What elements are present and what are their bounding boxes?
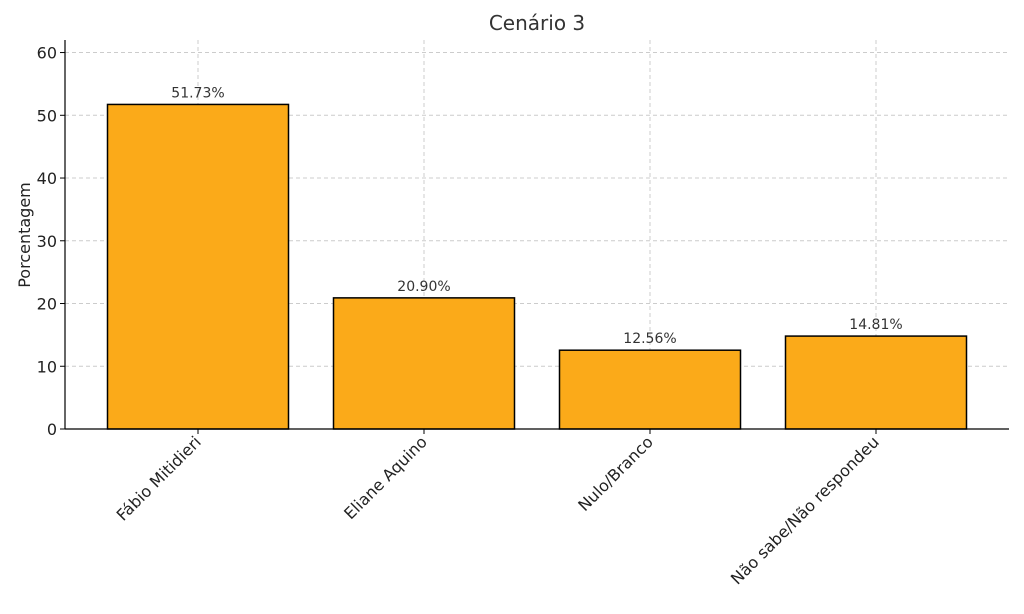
axes	[64, 40, 1009, 430]
bar-value-label: 20.90%	[397, 279, 450, 295]
y-ticks: 0 10 20 30 40 50 60	[37, 44, 65, 439]
bar	[332, 297, 516, 430]
y-tick-label: 60	[37, 44, 57, 63]
x-tick-label: Eliane Aquino	[340, 432, 431, 523]
x-tick-label: Não sabe/Não respondeu	[727, 432, 883, 588]
y-tick-label: 50	[37, 106, 57, 125]
bars	[106, 103, 968, 430]
y-tick-label: 20	[37, 295, 57, 314]
bar	[784, 335, 968, 430]
bar-value-label: 51.73%	[171, 85, 224, 101]
y-tick-label: 0	[47, 420, 57, 439]
y-tick-label: 10	[37, 357, 57, 376]
data-labels: 51.73% 20.90% 12.56% 14.81%	[171, 85, 902, 347]
x-tick-label: Nulo/Branco	[574, 432, 657, 515]
y-tick-label: 40	[37, 169, 57, 188]
x-ticks: Fábio Mitidieri Eliane Aquino Nulo/Branco N…	[113, 429, 883, 588]
bar	[558, 349, 742, 430]
x-tick-label: Fábio Mitidieri	[113, 432, 205, 524]
chart-title: Cenário 3	[489, 11, 585, 35]
y-axis-label: Porcentagem	[15, 182, 34, 288]
y-tick-label: 30	[37, 232, 57, 251]
bar-value-label: 14.81%	[849, 317, 902, 333]
bar	[106, 103, 290, 430]
bar-value-label: 12.56%	[623, 331, 676, 347]
